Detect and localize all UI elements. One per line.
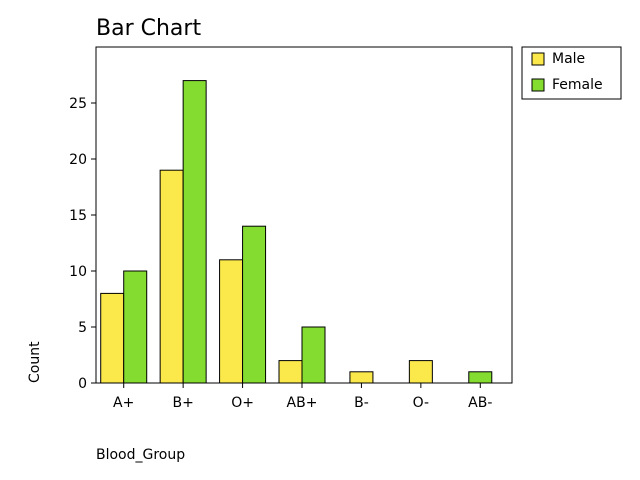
legend-label-female: Female bbox=[552, 77, 603, 93]
x-tick-label: A+ bbox=[113, 395, 134, 411]
y-tick-label: 20 bbox=[69, 152, 87, 168]
legend-swatch-female bbox=[531, 78, 545, 92]
bar-female-B+ bbox=[182, 80, 207, 384]
y-axis-label: Count bbox=[27, 341, 43, 383]
bar-male-B+ bbox=[159, 169, 184, 384]
bars-group bbox=[100, 80, 493, 384]
bar-male-AB+ bbox=[278, 360, 303, 384]
legend-swatch-male bbox=[531, 52, 545, 66]
x-tick-label: O+ bbox=[231, 395, 254, 411]
x-tick-label: O- bbox=[413, 395, 429, 411]
bar-female-O+ bbox=[242, 225, 267, 384]
x-tick-label: AB- bbox=[468, 395, 492, 411]
bar-male-B- bbox=[349, 371, 374, 384]
y-tick-label: 10 bbox=[69, 264, 87, 280]
chart-title: Bar Chart bbox=[96, 16, 202, 41]
y-axis: 0 5 10 15 20 25 bbox=[69, 96, 96, 392]
bar-female-AB+ bbox=[301, 326, 326, 384]
x-tick-label: B- bbox=[354, 395, 369, 411]
y-tick-label: 15 bbox=[69, 208, 87, 224]
x-axis-label: Blood_Group bbox=[96, 447, 186, 463]
y-tick-label: 25 bbox=[69, 96, 87, 112]
legend: Male Female bbox=[521, 46, 622, 100]
bar-male-A+ bbox=[100, 292, 125, 384]
legend-label-male: Male bbox=[552, 51, 585, 67]
x-axis: A+ B+ O+ AB+ B- O- AB- bbox=[113, 383, 492, 411]
bar-female-AB- bbox=[468, 371, 493, 384]
bar-female-A+ bbox=[123, 270, 148, 384]
y-tick-label: 5 bbox=[78, 320, 87, 336]
x-tick-label: AB+ bbox=[287, 395, 318, 411]
x-tick-label: B+ bbox=[172, 395, 193, 411]
bar-male-O- bbox=[408, 360, 433, 384]
bar-male-O+ bbox=[219, 259, 244, 384]
y-tick-label: 0 bbox=[78, 376, 87, 392]
